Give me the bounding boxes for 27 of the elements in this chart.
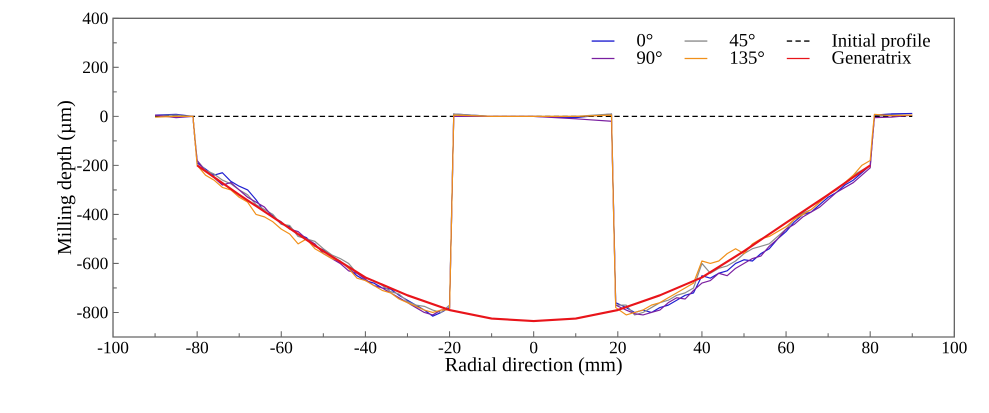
y-tick-label: 0 bbox=[100, 110, 108, 122]
x-tick-label: 0 bbox=[530, 342, 538, 354]
x-axis-title: Radial direction (mm) bbox=[445, 357, 622, 376]
y-axis-title: Milling depth (µm) bbox=[57, 101, 76, 254]
x-tick-label: -100 bbox=[98, 342, 128, 354]
x-tick-label: 80 bbox=[862, 342, 878, 354]
legend-label: Initial profile bbox=[832, 33, 930, 51]
x-tick-label: 40 bbox=[694, 342, 710, 354]
x-tick-label: 20 bbox=[610, 342, 626, 354]
y-tick-label: 400 bbox=[82, 12, 108, 24]
legend-label: Generatrix bbox=[832, 51, 912, 64]
legend-label: 45° bbox=[730, 34, 755, 46]
legend-label: 0° bbox=[637, 34, 652, 46]
y-tick-label: 200 bbox=[83, 61, 108, 74]
x-tick-label: -40 bbox=[354, 342, 376, 354]
x-tick-label: 60 bbox=[778, 342, 794, 354]
legend-label: 90° bbox=[637, 51, 662, 64]
x-tick-label: -80 bbox=[186, 342, 208, 354]
y-tick-label: -600 bbox=[77, 258, 108, 270]
x-tick-label: 100 bbox=[942, 342, 967, 354]
x-tick-label: -20 bbox=[438, 342, 460, 354]
line-series bbox=[196, 164, 872, 322]
y-tick-label: -400 bbox=[77, 208, 108, 220]
legend-label: 135° bbox=[730, 51, 764, 64]
y-tick-label: -800 bbox=[77, 306, 108, 318]
x-tick-label: -60 bbox=[270, 342, 292, 354]
y-tick-label: -200 bbox=[77, 160, 108, 172]
